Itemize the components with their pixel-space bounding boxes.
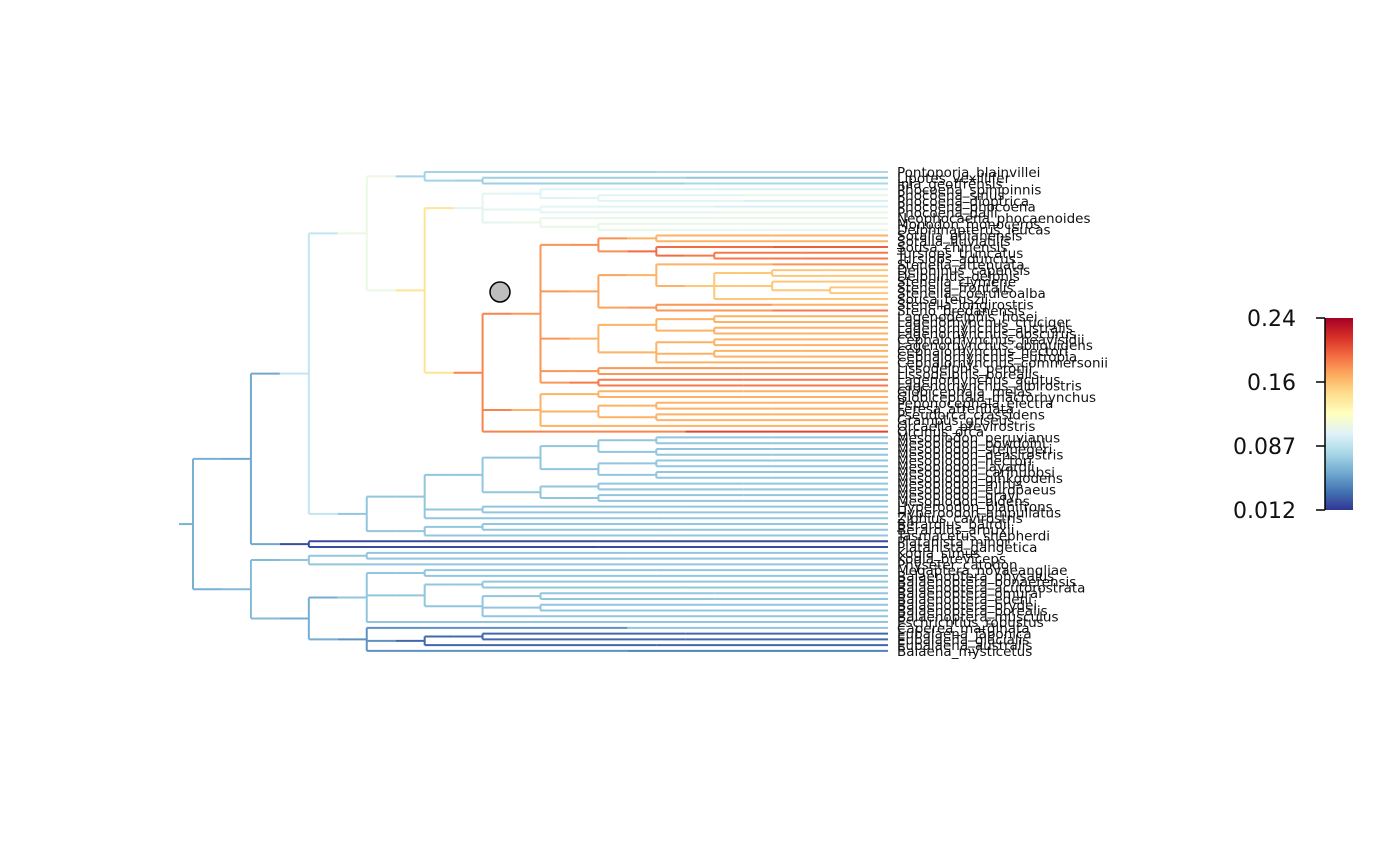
tip-label: Lagenorhynchus_acutus — [897, 373, 1060, 389]
tip-label: Balaenoptera_edeni — [897, 592, 1032, 608]
tip-label: Eubalaena_australis — [897, 638, 1032, 654]
tip-label: Sousa_chinensis — [897, 240, 1007, 256]
tip-label: Tursiops_truncatus — [896, 246, 1023, 262]
tip-label: Tursiops_aduncus — [896, 252, 1016, 268]
tip-label: Phocoena_spinipinnis — [897, 182, 1041, 198]
tip-label: Balaenoptera_borealis — [897, 604, 1048, 620]
tip-label: Mesoplodon_hectori — [897, 454, 1032, 470]
tip-label: Balaenoptera_musculus — [897, 609, 1058, 625]
tip-label: Caperea_marginata — [897, 621, 1030, 637]
tip-label: Phocoena_sinus — [897, 188, 1004, 204]
tip-label: Kogia_breviceps — [897, 552, 1006, 568]
tip-label: Mesoplodon_layardii — [897, 459, 1035, 475]
tip-label: Eschrichtius_robustus — [897, 615, 1044, 631]
tip-label: Lipotes_vexillifer — [897, 171, 1011, 187]
tip-label: Phocoena_dalli — [897, 205, 998, 221]
tip-label: Balaenoptera_brydei — [897, 598, 1037, 614]
tip-label: Inia_geoffrensis — [897, 177, 1003, 193]
tip-label: Lagenorhynchus_obscurus — [897, 327, 1076, 343]
legend-tick-label: 0.087 — [1233, 435, 1296, 460]
tip-label: Mesoplodon_bowdoini — [897, 436, 1046, 452]
tip-label: Hyperoodon_planifrons — [897, 500, 1053, 516]
tip-label: Cephalorhynchus_commersonii — [897, 355, 1108, 371]
tip-label: Feresa_attenuata — [897, 402, 1014, 418]
tip-label: Stenella_frontalis — [897, 280, 1013, 296]
tip-label: Balaenoptera_acutorostrata — [897, 580, 1085, 596]
tip-label: Orcinus_orca — [897, 425, 984, 441]
tip-label: Stenella_clymene — [897, 275, 1016, 291]
tip-label: Mesoplodon_densirostris — [897, 448, 1063, 464]
tip-label: Pontoporia_blainvillei — [897, 165, 1040, 181]
tip-label: Eubalaena_glacialis — [897, 632, 1029, 648]
legend-tick-label: 0.24 — [1247, 307, 1296, 332]
legend-tick-label: 0.16 — [1247, 371, 1296, 396]
tip-label: Mesoplodon_europaeus — [897, 482, 1056, 498]
tip-label: Eubalaena_japonica — [897, 627, 1032, 643]
legend-tick-label: 0.012 — [1233, 499, 1296, 524]
tip-label: Delphinus_delphis — [897, 269, 1020, 285]
tip-label: Globicephala_melas — [897, 384, 1032, 400]
tip-label: Orcaella_brevirostris — [897, 419, 1035, 435]
tip-label: Tasmacetus_shepherdi — [896, 529, 1050, 545]
tip-label: Mesoplodon_ginkgodens — [897, 471, 1063, 487]
tip-label: Lagenorhynchus_cruciger — [897, 315, 1071, 331]
tip-label: Platanista_minor — [897, 534, 1010, 550]
tip-label: Neophocaena_phocaenoides — [897, 211, 1091, 227]
legend-colorbar — [1325, 318, 1353, 510]
tip-label: Platanista_gangetica — [897, 540, 1037, 556]
tip-label: Cephalorhynchus_heavisidii — [897, 332, 1085, 348]
tip-label: Balaenoptera_physalus — [897, 569, 1054, 585]
tree-branches — [179, 171, 888, 652]
tip-label: Kogia_simus — [897, 546, 980, 562]
tip-label: Cephalorhynchus_hectori — [897, 344, 1068, 360]
tip-label: Phocoena_dioptrica — [897, 194, 1029, 210]
tip-label: Mesoplodon_mirus — [897, 477, 1023, 493]
tip-label: Mesoplodon_grayi — [897, 488, 1019, 504]
tip-label: Lagenorhynchus_obliquidens — [897, 338, 1093, 354]
tip-label: Lissodelphis_peronii — [897, 361, 1032, 377]
tip-label: Balaenoptera_bonaerensis — [897, 575, 1076, 591]
tip-label: Stenella_longirostris — [897, 298, 1034, 314]
tip-label: Hyperoodon_ampullatus — [897, 505, 1061, 521]
tip-label: Globicephala_macrorhynchus — [897, 390, 1096, 406]
color-legend: 0.24 0.16 0.087 0.012 — [1233, 307, 1353, 524]
tip-label: Physeter_catodon — [897, 557, 1018, 573]
tip-label: Cephalorhynchus_eutropia — [897, 350, 1077, 366]
highlighted-node-marker — [489, 281, 511, 303]
tip-label: Sousa_teuszii — [897, 292, 988, 308]
tip-label: Megaptera_novaeangliae — [897, 563, 1067, 579]
tip-label: Lissodelphis_borealis — [897, 367, 1039, 383]
tip-label: Monodon_monoceros — [897, 217, 1040, 233]
tip-label: Berardius_arnuxii — [897, 523, 1015, 539]
tip-label: Sotalia_guianensis — [897, 228, 1022, 244]
tip-label: Mesoplodon_peruvianus — [897, 430, 1060, 446]
tip-label: Lagenorhynchus_australis — [897, 321, 1073, 337]
tip-label: Steno_bredanensis — [897, 303, 1025, 319]
tip-label: Mesoplodon_carlhubbsi — [897, 465, 1055, 481]
tip-label: Phocoena_phocoena — [897, 200, 1036, 216]
tip-label: Grampus_griseus — [897, 413, 1014, 429]
tip-label: Delphinapterus_leucas — [897, 223, 1051, 239]
tip-label: Sotalia_fluviatilis — [897, 234, 1011, 250]
tip-labels: Pontoporia_blainvilleiLipotes_vexillifer… — [896, 165, 1108, 660]
tip-label: Berardius_bairdii — [897, 517, 1010, 533]
tip-label: Mesoplodon_bidens — [897, 494, 1030, 510]
tip-label: Peponocephala_electra — [897, 396, 1053, 412]
tip-label: Mesoplodon_stejnegeri — [897, 442, 1052, 458]
tip-label: Lagenorhynchus_albirostris — [897, 378, 1082, 394]
tip-label: Ziphius_cavirostris — [897, 511, 1023, 527]
tip-label: Delphinus_capensis — [897, 263, 1030, 279]
tip-label: Pseudorca_crassidens — [897, 407, 1045, 423]
tip-label: Balaenoptera_omurai — [897, 586, 1042, 602]
tip-label: Lagenodelphis_hosei — [897, 309, 1038, 325]
tip-label: Balaena_mysticetus — [897, 644, 1032, 660]
tip-label: Stenella_attenuata — [897, 257, 1025, 273]
legend-ticks: 0.24 0.16 0.087 0.012 — [1233, 307, 1325, 524]
tip-label: Stenella_coeruleoalba — [897, 286, 1046, 302]
